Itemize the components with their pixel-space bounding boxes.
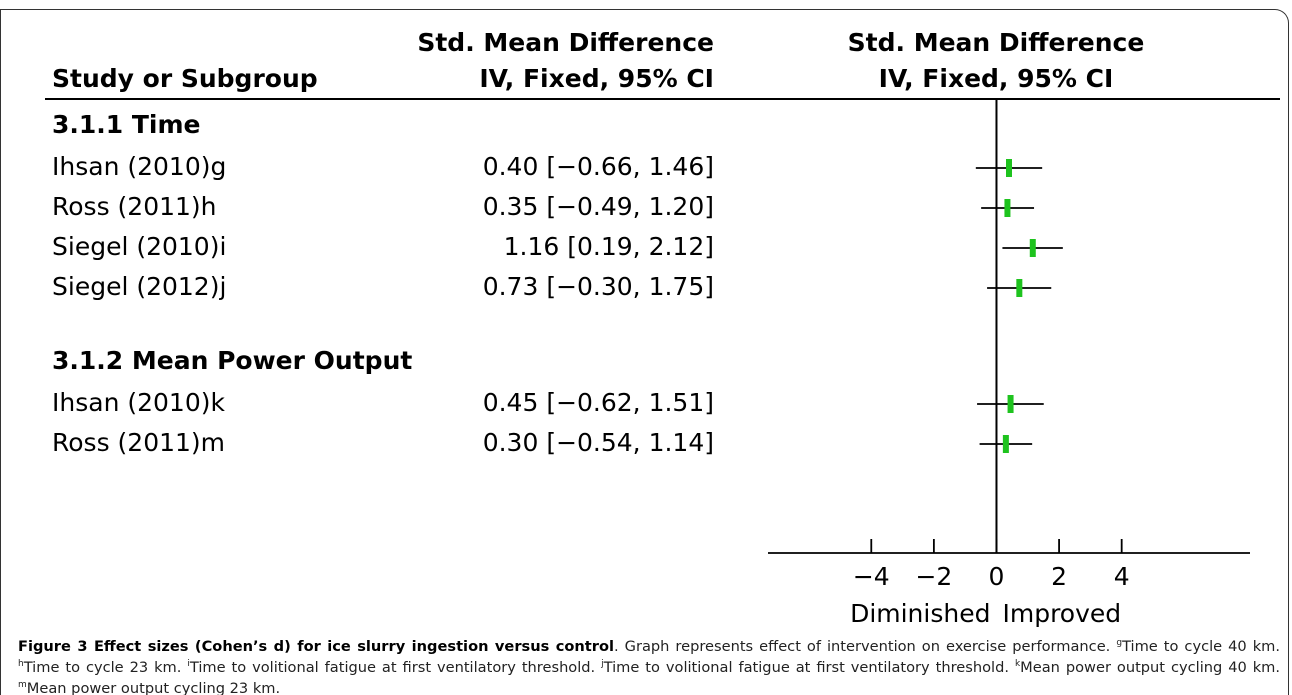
- effect-label: 0.73 [−0.30, 1.75]: [483, 272, 714, 301]
- note-text: Time to cycle 40 km.: [1122, 638, 1281, 655]
- study-name: Ross (2011)m: [52, 428, 225, 457]
- effect-marker: [1029, 239, 1036, 257]
- column-header: IV, Fixed, 95% CI: [479, 64, 714, 93]
- note-mark: j: [601, 659, 604, 670]
- note-mark: m: [18, 680, 27, 691]
- effect-marker: [1007, 395, 1014, 413]
- study-name: Ihsan (2010)g: [52, 152, 226, 181]
- chart: Std. Mean Difference Study or Subgroup I…: [45, 28, 1280, 628]
- note-mark: k: [1014, 659, 1021, 670]
- effect-label: 0.45 [−0.62, 1.51]: [483, 388, 714, 417]
- group-header: 3.1.2 Mean Power Output: [52, 346, 412, 375]
- effect-marker: [1002, 435, 1009, 453]
- column-header: Study or Subgroup: [52, 64, 318, 93]
- x-tick-label: 0: [989, 562, 1005, 591]
- study-name: Ihsan (2010)k: [52, 388, 225, 417]
- effect-marker: [1006, 159, 1012, 177]
- x-tick-label: 2: [1051, 562, 1067, 591]
- effect-label: 0.30 [−0.54, 1.14]: [483, 428, 714, 457]
- column-header: IV, Fixed, 95% CI: [879, 64, 1114, 93]
- study-name: Siegel (2010)i: [52, 232, 226, 261]
- effect-marker: [1016, 279, 1023, 297]
- effect-label: 1.16 [0.19, 2.12]: [504, 232, 714, 261]
- x-tick-label: −2: [915, 562, 952, 591]
- figure-frame: [0, 9, 1289, 695]
- caption-notes: gTime to cycle 40 km. hTime to cycle 23 …: [18, 638, 1280, 695]
- effect-label: 0.35 [−0.49, 1.20]: [483, 192, 714, 221]
- x-tick-label: 4: [1114, 562, 1130, 591]
- note-text: Time to volitional fatigue at first vent…: [189, 659, 596, 676]
- effect-marker: [1004, 199, 1011, 217]
- caption: Figure 3 Effect sizes (Cohen’s d) for ic…: [18, 636, 1280, 695]
- note-mark: g: [1116, 638, 1123, 649]
- column-header: Std. Mean Difference: [417, 28, 714, 57]
- study-name: Ross (2011)h: [52, 192, 217, 221]
- study-name: Siegel (2012)j: [52, 272, 226, 301]
- x-label-right: Improved: [1002, 599, 1121, 628]
- x-tick-label: −4: [853, 562, 890, 591]
- note-text: Mean power output cycling 23 km.: [26, 680, 281, 695]
- note-text: Mean power output cycling 40 km.: [1020, 659, 1281, 676]
- group-header: 3.1.1 Time: [52, 110, 201, 139]
- column-header: Std. Mean Difference: [848, 28, 1145, 57]
- note-mark: i: [187, 659, 190, 670]
- note-mark: h: [18, 659, 24, 670]
- note-text: Time to cycle 23 km.: [23, 659, 182, 676]
- x-label-left: Diminished: [850, 599, 990, 628]
- caption-text: . Graph represents effect of interventio…: [614, 638, 1111, 655]
- caption-title: Figure 3 Effect sizes (Cohen’s d) for ic…: [18, 638, 615, 655]
- note-text: Time to volitional fatigue at first vent…: [603, 659, 1009, 676]
- effect-label: 0.40 [−0.66, 1.46]: [483, 152, 714, 181]
